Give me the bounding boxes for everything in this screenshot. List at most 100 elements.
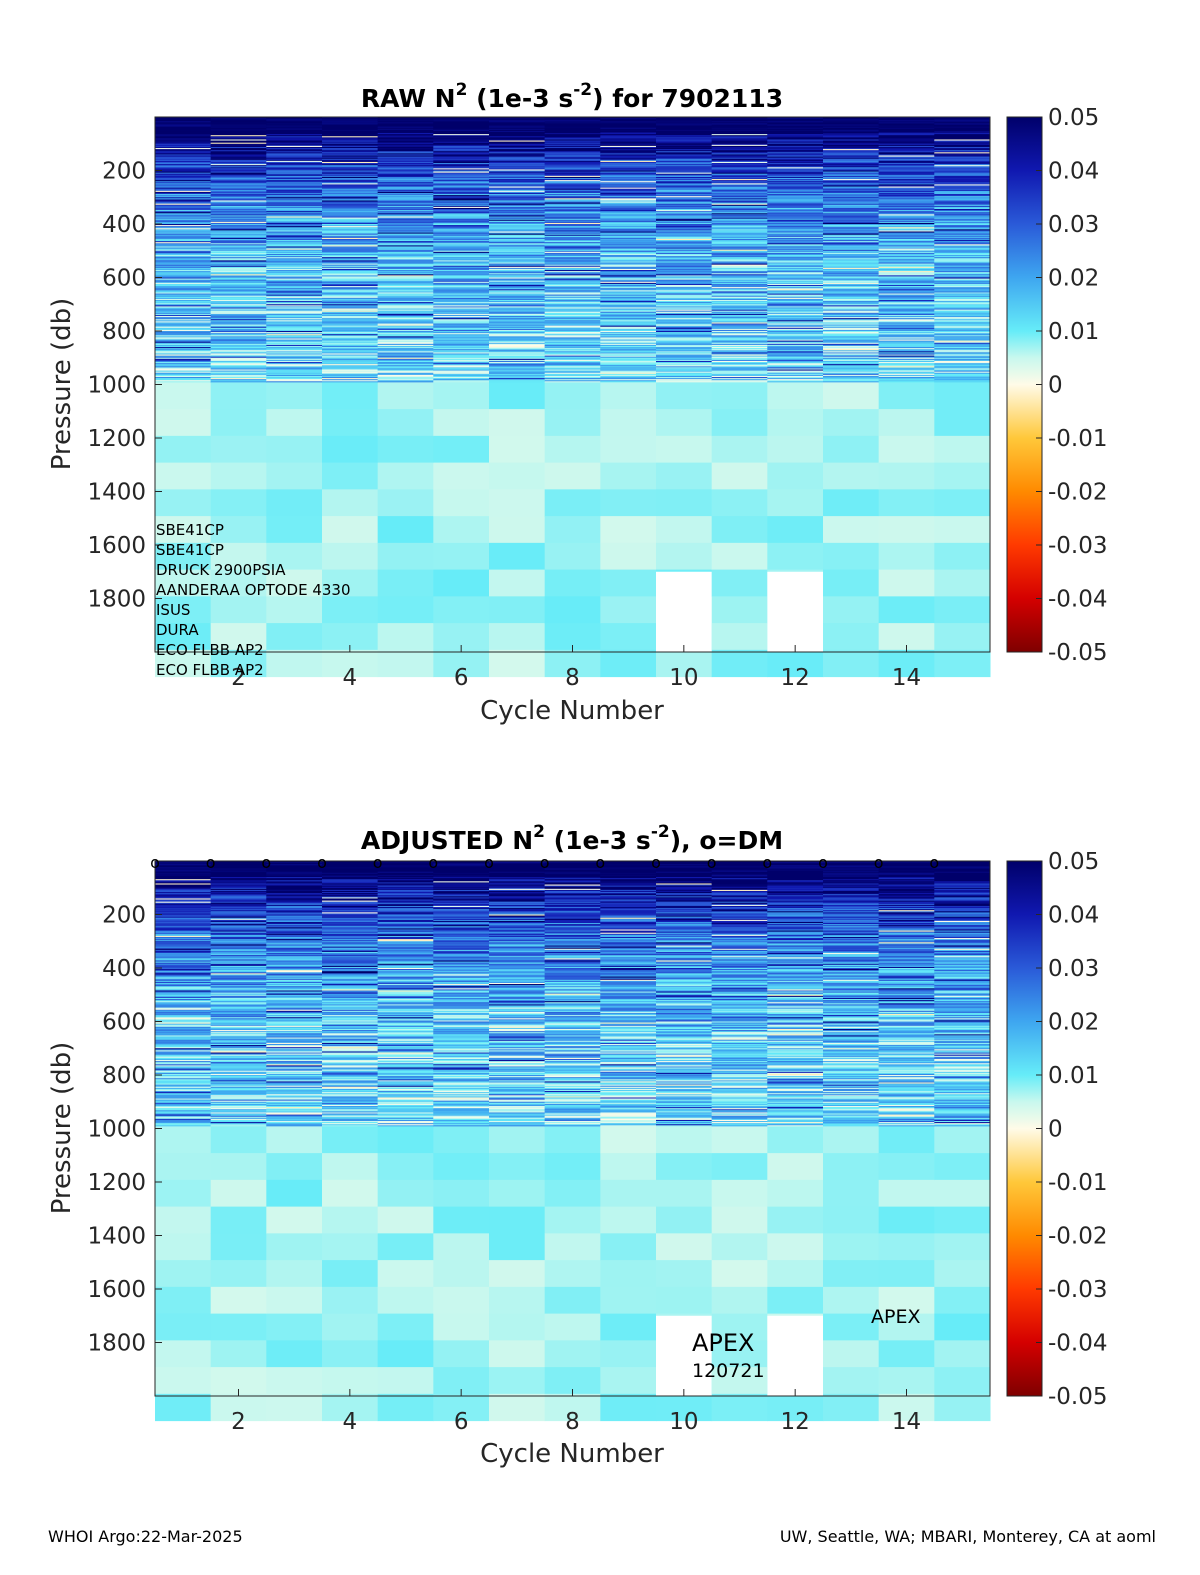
heatmap-cell [489,220,546,223]
heatmap-cell [600,382,657,410]
heatmap-cell [210,993,267,996]
heatmap-cell [155,953,212,955]
heatmap-cell [878,120,935,122]
heatmap-cell [823,181,880,183]
heatmap-cell [322,980,379,983]
heatmap-cell [210,231,267,234]
heatmap-cell [544,155,601,158]
heatmap-cell [600,131,657,134]
heatmap-cell [210,307,267,310]
heatmap-cell [767,201,824,204]
colorbar-ticks: 0.050.040.030.020.010-0.01-0.02-0.03-0.0… [1036,105,1108,666]
heatmap-cell [377,366,434,368]
heatmap-cell [322,288,379,290]
heatmap-cell [433,347,490,349]
heatmap-cell [322,127,379,130]
heatmap-cell [934,336,991,338]
heatmap-cell [823,226,880,228]
heatmap-cell [878,296,935,299]
heatmap-cell [544,339,601,342]
heatmap-cell [600,248,657,251]
heatmap-cell [266,192,323,195]
heatmap-cell [210,159,267,162]
heatmap-cell [433,195,490,197]
heatmap-cell [210,362,267,364]
heatmap-cell [600,236,657,239]
heatmap-cell [266,327,323,330]
heatmap-cell [544,355,601,358]
heatmap-cell [210,333,267,335]
heatmap-cell [656,124,713,127]
heatmap-cell [823,217,880,220]
heatmap-cell [210,963,267,966]
heatmap-cell [823,379,880,381]
heatmap-cell [823,367,880,369]
heatmap-cell [266,898,323,901]
heatmap-cell [711,569,768,597]
heatmap-cell [544,222,601,225]
heatmap-cell [823,209,880,211]
heatmap-cell [433,125,490,128]
heatmap-cell [210,155,267,158]
heatmap-cell [210,888,267,891]
heatmap-cell [377,274,434,276]
heatmap-cell [489,281,546,284]
heatmap-cell [433,409,490,437]
heatmap-cell [934,271,991,273]
heatmap-cell [433,145,490,148]
heatmap-cell [656,331,713,333]
heatmap-cell [210,378,267,380]
heatmap-cell [600,352,657,354]
heatmap-cell [656,245,713,247]
heatmap-cell [767,380,824,382]
heatmap-cell [266,287,323,289]
heatmap-cell [489,246,546,249]
heatmap-cell [656,152,713,154]
heatmap-cell [433,307,490,310]
heatmap-cell [266,916,323,919]
heatmap-cell [322,356,379,359]
heatmap-cell [878,215,935,218]
heatmap-cell [489,317,546,319]
heatmap-cell [767,352,824,354]
heatmap-cell [322,892,379,894]
heatmap-cell [155,981,212,984]
heatmap-cell [433,138,490,140]
heatmap-cell [544,259,601,261]
heatmap-cell [656,230,713,232]
heatmap-cell [322,375,379,378]
heatmap-cell [878,145,935,148]
heatmap-cell [767,336,824,338]
heatmap-cell [210,880,267,882]
heatmap-cell [266,321,323,323]
heatmap-cell [322,262,379,265]
heatmap-cell [600,232,657,235]
heatmap-cell [155,337,212,339]
heatmap-cell [600,258,657,260]
heatmap-cell [155,275,212,277]
heatmap-cell [266,290,323,292]
heatmap-cell [266,1086,323,1089]
heatmap-cell [656,356,713,359]
heatmap-cell [600,190,657,193]
heatmap-cell [544,218,601,221]
heatmap-cell [600,247,657,250]
heatmap-cell [266,1072,323,1075]
heatmap-cell [489,176,546,179]
heatmap-cell [155,1066,212,1069]
heatmap-cell [377,185,434,188]
heatmap-cell [823,117,880,119]
heatmap-cell [322,317,379,319]
heatmap-cell [377,131,434,134]
heatmap-cell [433,357,490,360]
heatmap-cell [823,206,880,209]
heatmap-cell [878,150,935,152]
heatmap-cell [823,274,880,276]
heatmap-cell [711,142,768,145]
heatmap-cell [600,172,657,175]
heatmap-cell [322,348,379,350]
heatmap-cell [433,273,490,275]
heatmap-cell [823,230,880,232]
heatmap-cell [934,125,991,128]
heatmap-cell [266,352,323,354]
